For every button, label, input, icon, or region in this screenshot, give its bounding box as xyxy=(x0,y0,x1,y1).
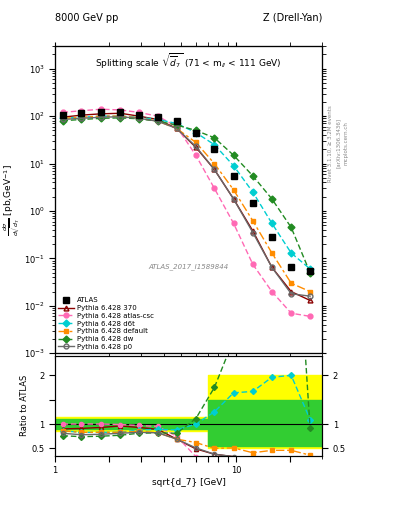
Y-axis label: $\frac{d\sigma}{d\sqrt{d_7}}$ [pb,GeV$^{-1}$]: $\frac{d\sigma}{d\sqrt{d_7}}$ [pb,GeV$^{… xyxy=(2,164,22,236)
Text: Z (Drell-Yan): Z (Drell-Yan) xyxy=(263,13,322,23)
Text: Rivet 3.1.10, ≥ 3.2M events: Rivet 3.1.10, ≥ 3.2M events xyxy=(328,105,333,182)
Y-axis label: Ratio to ATLAS: Ratio to ATLAS xyxy=(20,375,29,436)
Text: Splitting scale $\sqrt{\overline{d}_7}$ (71 < m$_{ll}$ < 111 GeV): Splitting scale $\sqrt{\overline{d}_7}$ … xyxy=(95,52,282,71)
Text: ATLAS_2017_I1589844: ATLAS_2017_I1589844 xyxy=(149,264,229,270)
X-axis label: sqrt{d_7} [GeV]: sqrt{d_7} [GeV] xyxy=(152,478,226,487)
Text: 8000 GeV pp: 8000 GeV pp xyxy=(55,13,118,23)
Text: mcplots.cern.ch: mcplots.cern.ch xyxy=(344,121,349,165)
Text: [arXiv:1306.3436]: [arXiv:1306.3436] xyxy=(336,118,341,168)
Legend: ATLAS, Pythia 6.428 370, Pythia 6.428 atlas-csc, Pythia 6.428 d6t, Pythia 6.428 : ATLAS, Pythia 6.428 370, Pythia 6.428 at… xyxy=(57,296,155,351)
